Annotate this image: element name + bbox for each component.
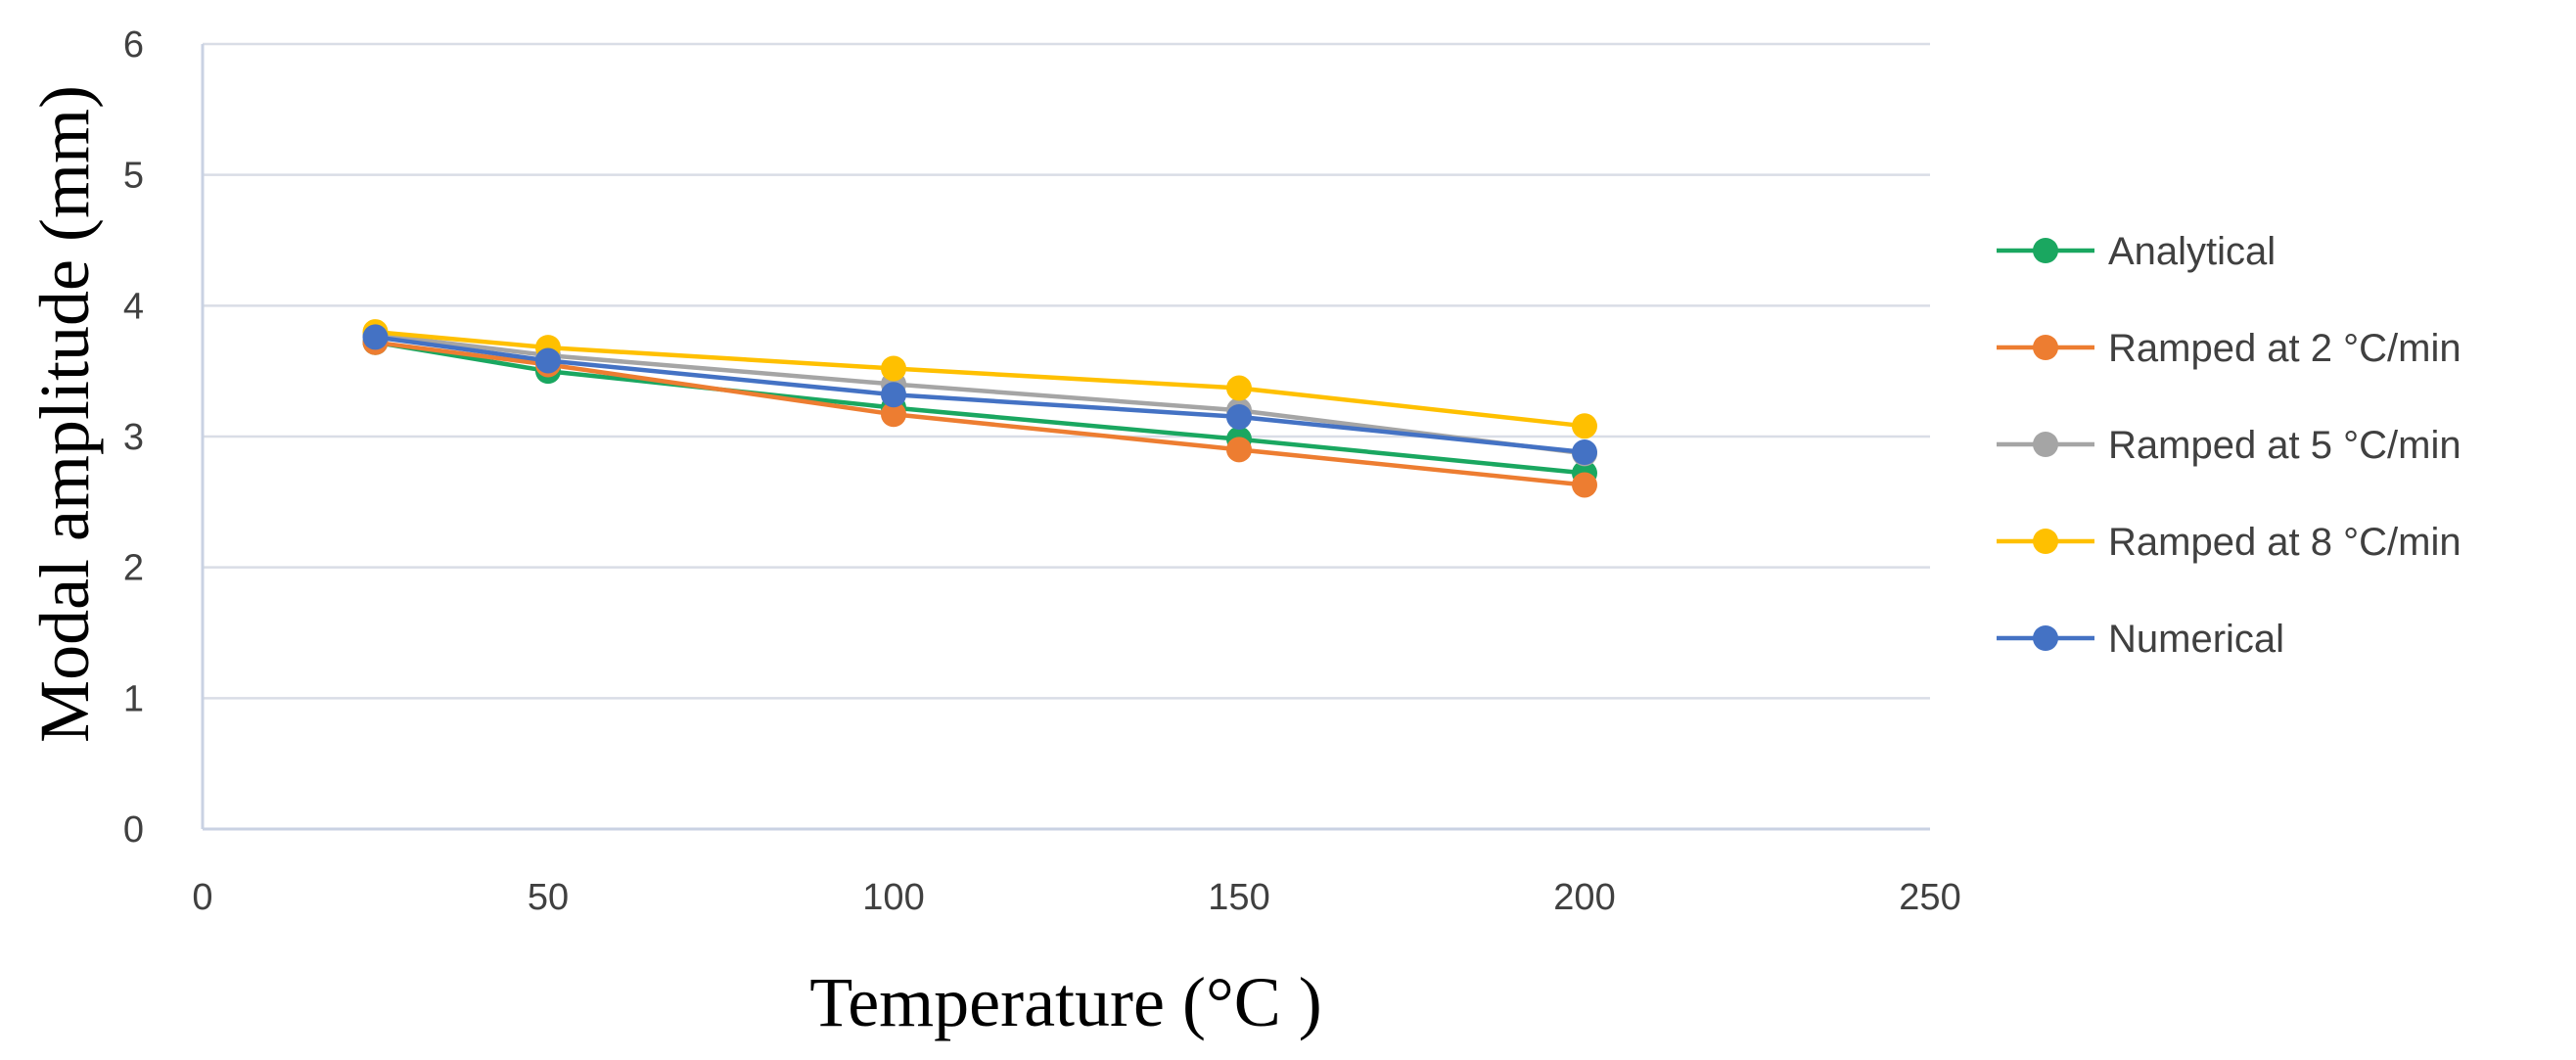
legend-marker [2033,432,2058,457]
legend-item: Ramped at 8 °C/min [1997,521,2461,564]
x-tick-label: 50 [528,877,569,918]
legend-label: Ramped at 5 °C/min [2108,424,2461,467]
series-3 [362,319,1597,439]
legend-label: Numerical [2108,618,2284,661]
data-point [1226,375,1252,401]
y-tick-label: 0 [123,809,144,851]
legend-marker [2033,625,2058,651]
y-tick-label: 4 [123,286,144,327]
y-tick-label: 3 [123,417,144,458]
legend-marker [2033,335,2058,360]
x-tick-labels: 0 50 100 150 200 250 [192,877,1960,918]
x-tick-label: 100 [862,877,924,918]
legend-item: Ramped at 2 °C/min [1997,327,2461,370]
legend: Analytical Ramped at 2 °C/min Ramped at 5 … [1997,230,2461,661]
x-axis-title: Temperature (°C ) [809,963,1322,1041]
y-tick-label: 6 [123,24,144,66]
x-tick-label: 0 [192,877,212,918]
series-4 [362,324,1597,466]
legend-label: Analytical [2108,230,2276,273]
data-point [1572,439,1597,466]
x-tick-label: 150 [1208,877,1269,918]
legend-label: Ramped at 8 °C/min [2108,521,2461,564]
y-tick-label: 5 [123,156,144,197]
data-point [362,324,389,350]
data-point [881,401,906,428]
y-axis-title: Modal amplitude (mm) [25,85,104,743]
legend-marker [2033,238,2058,263]
legend-item: Numerical [1997,618,2284,661]
series [362,319,1597,498]
axes [201,44,1930,831]
data-point [881,382,906,408]
grid-lines [203,42,1930,700]
legend-label: Ramped at 2 °C/min [2108,327,2461,370]
y-tick-label: 2 [123,548,144,589]
y-tick-labels: 0 1 2 3 4 5 6 [123,24,144,851]
legend-item: Analytical [1997,230,2276,273]
data-point [1572,472,1597,498]
x-tick-label: 250 [1899,877,1960,918]
data-point [1226,403,1252,430]
data-point [1226,437,1252,463]
x-tick-label: 200 [1553,877,1615,918]
data-point [1572,413,1597,439]
legend-marker [2033,529,2058,554]
legend-item: Ramped at 5 °C/min [1997,424,2461,467]
data-point [535,347,561,374]
data-point [881,355,906,382]
y-tick-label: 1 [123,678,144,719]
